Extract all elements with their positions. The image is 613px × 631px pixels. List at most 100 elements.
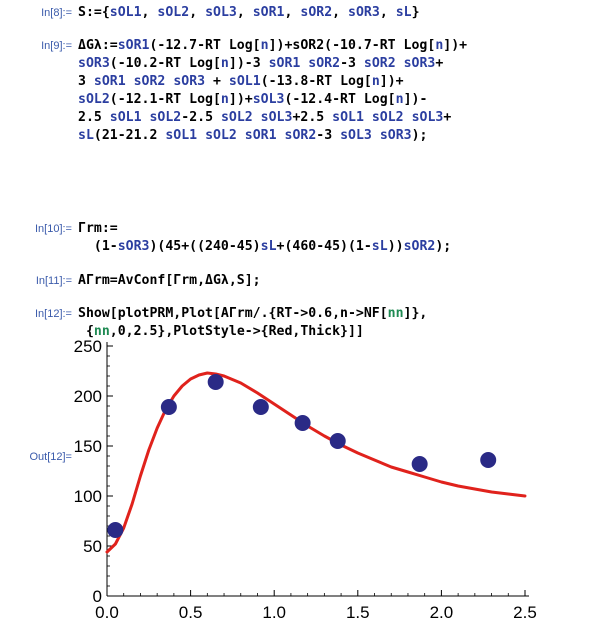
data-point <box>107 522 124 538</box>
code-token: 2.5 <box>78 110 110 125</box>
code-token: { <box>78 324 94 339</box>
code-token <box>404 110 412 125</box>
symbol-token: n <box>395 92 404 107</box>
code-token: (-12.4-RT Log[ <box>284 92 396 107</box>
cell-label: In[12]:= <box>34 308 72 320</box>
cell-code[interactable]: Show[plotPRM,Plot[AΓrm/.{RT->0.6,n->NF[n… <box>78 305 427 341</box>
y-tick-label: 200 <box>74 387 102 406</box>
code-token: , <box>332 5 349 20</box>
code-line: sOL2(-12.1-RT Log[n])+sOL3(-12.4-RT Log[… <box>78 91 467 109</box>
symbol-token: n <box>220 56 229 71</box>
x-tick-label: 1.0 <box>262 603 286 622</box>
code-token: + <box>435 56 444 71</box>
symbol-token: sOL2 <box>205 128 237 143</box>
symbol-token: sOL2 <box>157 5 190 20</box>
code-token: Show[plotPRM,Plot[AΓrm/.{RT->0.6,n->NF[ <box>78 306 388 321</box>
code-token: ])+sOR2(-10.7-RT Log[ <box>268 38 436 53</box>
code-line: Show[plotPRM,Plot[AΓrm/.{RT->0.6,n->NF[n… <box>78 305 427 323</box>
symbol-token: sOL2 <box>78 92 110 107</box>
code-token <box>364 110 372 125</box>
x-tick-label: 0.0 <box>95 603 119 622</box>
code-token <box>372 128 380 143</box>
code-token: ,0,2.5},PlotStyle->{Red,Thick}]] <box>109 324 364 339</box>
data-point <box>294 415 311 431</box>
x-tick-label: 0.5 <box>179 603 203 622</box>
code-token: )(45+((240-45) <box>149 239 261 254</box>
code-token <box>277 128 285 143</box>
data-point <box>160 399 177 415</box>
data-point <box>480 452 497 468</box>
code-token: , <box>284 5 301 20</box>
code-token: ); <box>435 239 452 254</box>
code-token <box>396 56 404 71</box>
code-token: 3 <box>78 74 94 89</box>
code-token: ])+ <box>228 92 253 107</box>
symbol-token: sOL3 <box>252 92 285 107</box>
symbol-token: sOL2 <box>371 110 404 125</box>
code-token: -3 <box>316 128 341 143</box>
cell-code[interactable]: Γrm:= (1-sOR3)(45+((240-45)sL+(460-45)(1… <box>78 220 451 256</box>
symbol-token: sOR3 <box>403 56 436 71</box>
symbol-token: sOL1 <box>165 128 198 143</box>
code-line: (1-sOR3)(45+((240-45)sL+(460-45)(1-sL))s… <box>78 238 451 256</box>
cell-code[interactable]: S:={sOL1, sOL2, sOL3, sOR1, sOR2, sOR3, … <box>78 4 420 22</box>
symbol-token: sOR2 <box>403 239 436 254</box>
symbol-token: sOR1 <box>252 5 285 20</box>
y-tick-label: 0 <box>93 587 102 606</box>
symbol-token: sOR1 <box>244 128 277 143</box>
cell-label: In[10]:= <box>34 223 72 235</box>
code-line: 3 sOR1 sOR2 sOR3 + sOL1(-13.8-RT Log[n])… <box>78 73 467 91</box>
code-token: (-10.2-RT Log[ <box>109 56 221 71</box>
data-point <box>252 399 269 415</box>
symbol-token: sOL1 <box>332 110 364 125</box>
cell-label: In[8]:= <box>41 7 72 19</box>
code-line: Γrm:= <box>78 220 451 238</box>
symbol-token: nn <box>93 324 110 339</box>
symbol-token: sOL3 <box>205 5 237 20</box>
symbol-token: sOR1 <box>117 38 150 53</box>
code-token: ΔGλ:= <box>78 38 118 53</box>
y-tick-label: 150 <box>74 437 102 456</box>
code-token: ])+ <box>443 38 468 53</box>
symbol-token: sOR3 <box>78 56 110 71</box>
code-token: -3 <box>340 56 364 71</box>
code-token: -2.5 <box>181 110 221 125</box>
symbol-token: sOL2 <box>149 110 182 125</box>
code-line: 2.5 sOL1 sOL2-2.5 sOL2 sOL3+2.5 sOL1 sOL… <box>78 109 467 127</box>
code-token: AΓrm=AvConf[Γrm,ΔGλ,S]; <box>78 273 261 288</box>
code-line: ΔGλ:=sOR1(-12.7-RT Log[n])+sOR2(-10.7-RT… <box>78 37 467 55</box>
cell-code[interactable]: ΔGλ:=sOR1(-12.7-RT Log[n])+sOR2(-10.7-RT… <box>78 37 467 145</box>
code-line: S:={sOL1, sOL2, sOL3, sOR1, sOR2, sOR3, … <box>78 4 420 22</box>
code-token: ])-3 <box>228 56 269 71</box>
symbol-token: sOR2 <box>300 5 333 20</box>
symbol-token: nn <box>387 306 404 321</box>
code-token: S:={ <box>78 5 110 20</box>
symbol-token: sOL3 <box>340 128 372 143</box>
symbol-token: sL <box>395 5 412 20</box>
symbol-token: sOR2 <box>308 56 341 71</box>
code-token: , <box>379 5 396 20</box>
code-token: (21-21.2 <box>93 128 166 143</box>
x-tick-label: 2.5 <box>513 603 537 622</box>
symbol-token: sOR2 <box>363 56 396 71</box>
code-token: + <box>443 110 452 125</box>
symbol-token: sL <box>371 239 388 254</box>
code-token: Γrm:= <box>78 221 118 236</box>
symbol-token: n <box>260 38 269 53</box>
code-token: ])+ <box>379 74 404 89</box>
symbol-token: sOR3 <box>348 5 380 20</box>
code-token: (1- <box>78 239 118 254</box>
y-tick-label: 50 <box>83 537 102 556</box>
symbol-token: sOR1 <box>268 56 301 71</box>
code-token: , <box>236 5 253 20</box>
code-token: )) <box>387 239 404 254</box>
code-token <box>237 128 245 143</box>
y-tick-label: 100 <box>74 487 102 506</box>
symbol-token: sOR3 <box>173 74 206 89</box>
symbol-token: sL <box>78 128 94 143</box>
code-token: ])- <box>403 92 428 107</box>
x-tick-label: 1.5 <box>346 603 370 622</box>
symbol-token: sOR3 <box>379 128 412 143</box>
x-tick-label: 2.0 <box>430 603 454 622</box>
cell-code[interactable]: AΓrm=AvConf[Γrm,ΔGλ,S]; <box>78 272 261 290</box>
